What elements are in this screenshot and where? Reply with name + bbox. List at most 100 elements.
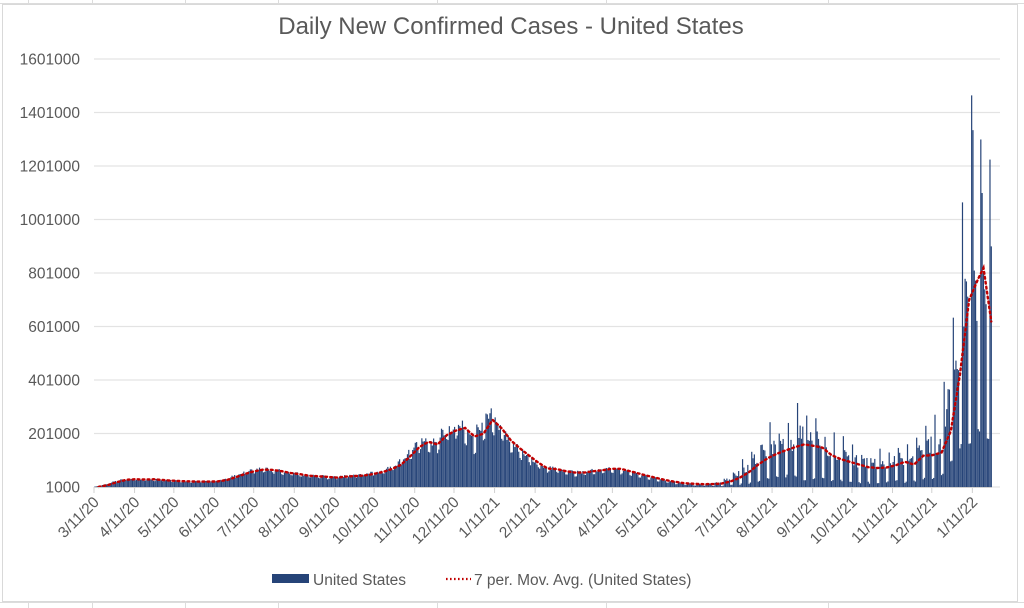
bar [803, 480, 805, 487]
x-tick-label: 1/11/21 [456, 494, 504, 542]
bar [896, 480, 898, 487]
bar [604, 468, 606, 487]
bar [597, 469, 600, 487]
bar [442, 429, 444, 487]
bar [410, 458, 412, 487]
bar [324, 476, 326, 487]
bar [825, 447, 827, 487]
bar [673, 481, 676, 487]
bar [923, 477, 926, 487]
bar [707, 483, 710, 487]
bar [227, 479, 229, 487]
bar [376, 471, 378, 487]
bar [231, 475, 233, 487]
bar [425, 438, 427, 487]
legend-swatch-united-states [272, 574, 309, 583]
bar [857, 467, 859, 487]
bar [240, 473, 242, 487]
bar [206, 481, 208, 487]
bar [205, 481, 207, 487]
bar [603, 472, 605, 487]
bar [677, 482, 680, 487]
bar [865, 466, 867, 487]
bar [969, 443, 971, 487]
bar [308, 477, 310, 487]
bar [584, 474, 587, 487]
bar [143, 480, 145, 487]
chart-container[interactable] [2, 4, 1018, 602]
bar [292, 472, 295, 487]
bar [875, 468, 877, 487]
bar [574, 476, 576, 487]
bar [302, 474, 304, 487]
bar [625, 470, 627, 487]
bar [544, 467, 546, 487]
bar [793, 444, 795, 487]
bar [228, 478, 231, 487]
y-axis-ticks: 1000 201000 401000 601000 801000 1001000 12010… [20, 52, 81, 497]
bar [552, 466, 554, 487]
bar [965, 281, 968, 487]
bar [329, 477, 331, 487]
bar [683, 483, 685, 487]
x-axis-tick-labels: 3/11/204/11/205/11/206/11/207/11/208/11/… [55, 494, 981, 548]
bar [660, 479, 663, 487]
bar [522, 449, 524, 487]
bar [363, 475, 365, 487]
bar [679, 482, 681, 487]
bar [868, 483, 871, 487]
bar [129, 479, 131, 487]
bar [307, 474, 309, 487]
bar [265, 467, 267, 487]
bar [668, 481, 670, 487]
bar [248, 470, 250, 487]
bar [124, 479, 126, 487]
bar [582, 471, 584, 487]
bar [190, 482, 193, 487]
bar [260, 470, 262, 487]
bar [912, 456, 914, 487]
bar [701, 484, 703, 487]
bar [323, 475, 325, 487]
bar [840, 479, 842, 487]
bar [455, 438, 457, 487]
bar [977, 429, 979, 487]
bar [722, 485, 724, 487]
bar [832, 480, 834, 487]
bar [806, 415, 808, 487]
bar [702, 485, 704, 487]
bar [134, 480, 136, 487]
bar [319, 478, 321, 487]
bar [769, 422, 771, 487]
bar [317, 477, 320, 487]
bar [600, 469, 602, 487]
bar [257, 470, 259, 487]
bar [295, 472, 297, 487]
bar [751, 451, 753, 487]
bar [882, 461, 884, 487]
y-tick-label: 601000 [28, 319, 80, 336]
bar [849, 481, 851, 487]
bar [731, 484, 733, 487]
bar [982, 272, 985, 487]
bar [578, 471, 580, 487]
bar [535, 460, 537, 487]
bar [515, 444, 517, 487]
bar [194, 481, 196, 487]
x-tick-label: 4/11/21 [573, 494, 621, 542]
bar [934, 414, 936, 487]
bar [277, 470, 279, 487]
bar [583, 474, 585, 487]
bar [299, 476, 301, 487]
bar [269, 470, 271, 487]
bar [446, 439, 448, 487]
bar [989, 159, 991, 487]
bar [381, 473, 384, 487]
bar [861, 454, 863, 487]
bar [929, 452, 931, 487]
bar [247, 472, 249, 487]
bar [812, 479, 814, 487]
bar [114, 480, 117, 487]
bar [158, 479, 160, 487]
bar [765, 456, 767, 487]
